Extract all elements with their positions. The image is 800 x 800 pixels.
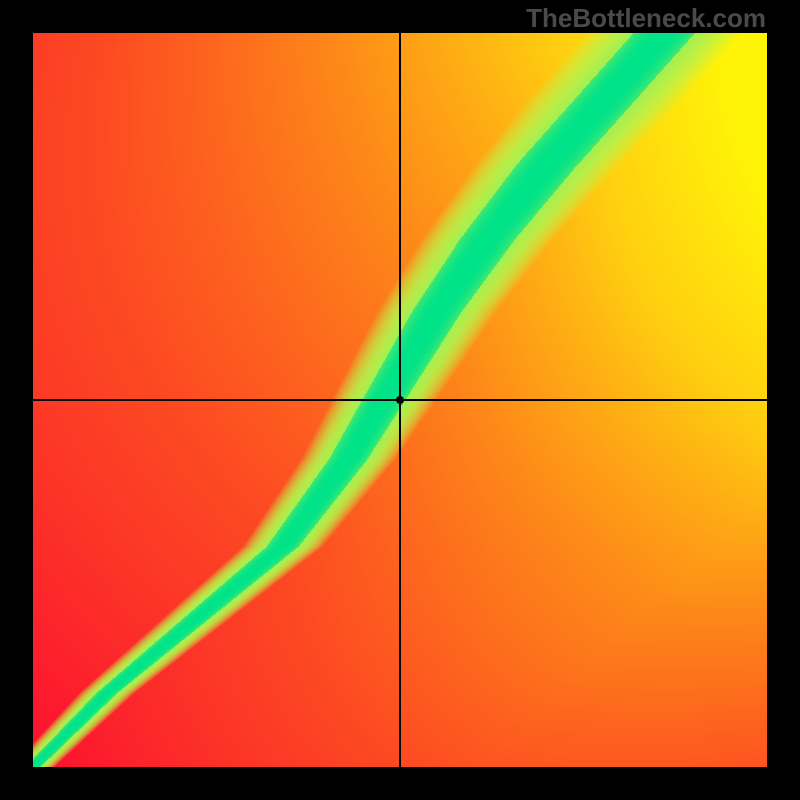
chart-container: TheBottleneck.com [0,0,800,800]
watermark-text: TheBottleneck.com [526,3,766,34]
crosshair-marker-dot [396,396,404,404]
